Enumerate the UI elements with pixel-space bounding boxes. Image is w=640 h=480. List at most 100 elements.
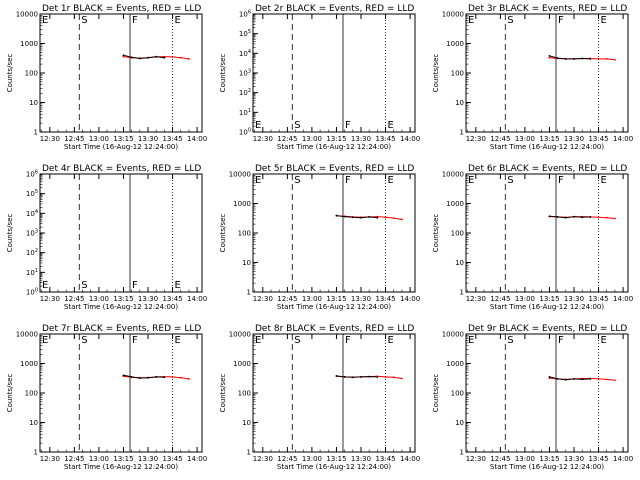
y-tick-label: 1000 <box>20 360 38 368</box>
series-lld-point <box>605 58 608 60</box>
x-axis-label: Start Time (16-Aug-12 12:24:00) <box>64 143 178 151</box>
x-tick-label: 13:15 <box>326 295 346 303</box>
marker-label: S <box>294 120 300 131</box>
x-tick-label: 13:30 <box>138 455 158 463</box>
series-events-point <box>122 374 125 377</box>
marker-label: F <box>558 335 564 346</box>
y-tick-label: 10000 <box>229 331 251 339</box>
y-tick-label: 10000 <box>442 171 464 179</box>
x-tick-label: 12:30 <box>466 135 486 143</box>
marker-label: E <box>601 15 607 26</box>
x-tick-label: 14:00 <box>187 135 207 143</box>
x-tick-label: 13:30 <box>351 455 371 463</box>
x-tick-label: 13:00 <box>515 455 535 463</box>
x-tick-label: 12:45 <box>277 295 297 303</box>
x-tick-label: 13:45 <box>375 295 395 303</box>
marker-label: F <box>345 175 351 186</box>
x-tick-label: 14:00 <box>400 455 420 463</box>
x-axis-label: Start Time (16-Aug-12 12:24:00) <box>490 303 604 311</box>
detector-panel-6: Det 6r BLACK = Events, RED = LLD 1 10 100 10… <box>432 164 633 311</box>
x-tick-label: 12:45 <box>490 135 510 143</box>
series-events-point <box>130 56 133 59</box>
x-tick-label: 12:30 <box>253 295 273 303</box>
series-events-point <box>573 215 575 218</box>
x-tick-label: 12:45 <box>64 295 84 303</box>
y-tick-label: 1 <box>247 449 251 457</box>
x-tick-label: 13:00 <box>89 455 109 463</box>
marker-label: E <box>468 175 474 186</box>
y-axis-label: Counts/sec <box>219 374 227 413</box>
series-events-point <box>581 57 584 60</box>
series-events-point <box>335 374 338 377</box>
series-lld-point <box>171 56 174 58</box>
series-events-point <box>564 216 567 219</box>
marker-label: E <box>175 280 181 291</box>
series-events-point <box>376 216 379 219</box>
series-lld-point <box>605 378 608 381</box>
series-lld-point <box>401 377 403 380</box>
y-tick-label: 10 <box>29 99 38 107</box>
x-tick-label: 13:45 <box>162 295 182 303</box>
x-axis-label: Start Time (16-Aug-12 12:24:00) <box>64 463 178 471</box>
y-tick-label: 102 <box>26 248 38 257</box>
series-events-point <box>130 376 133 378</box>
series-events-line <box>549 215 591 219</box>
plot-frame <box>252 333 416 453</box>
y-tick-label: 104 <box>239 49 251 58</box>
plot-frame <box>252 13 416 133</box>
x-tick-label: 13:00 <box>302 455 322 463</box>
y-tick-label: 100 <box>451 70 464 78</box>
x-axis-label: Start Time (16-Aug-12 12:24:00) <box>64 303 178 311</box>
x-axis-label: Start Time (16-Aug-12 12:24:00) <box>490 463 604 471</box>
y-tick-label: 106 <box>239 10 251 19</box>
series-lld-point <box>392 376 395 379</box>
x-tick-label: 13:15 <box>113 135 133 143</box>
y-tick-label: 10 <box>455 259 464 267</box>
x-tick-label: 13:15 <box>539 455 559 463</box>
x-axis-label: Start Time (16-Aug-12 12:24:00) <box>277 143 391 151</box>
x-tick-label: 13:00 <box>515 295 535 303</box>
series-lld-point <box>614 217 616 220</box>
series-events-point <box>163 376 166 379</box>
y-axis-label: Counts/sec <box>432 374 440 413</box>
marker-label: S <box>294 335 300 346</box>
series-lld-point <box>597 216 600 219</box>
detector-panel-7: Det 7r BLACK = Events, RED = LLD 1 10 100 10… <box>6 324 207 471</box>
y-tick-label: 10000 <box>229 171 251 179</box>
marker-label: E <box>468 335 474 346</box>
series-lld-point <box>614 58 616 61</box>
x-tick-label: 13:45 <box>162 455 182 463</box>
y-tick-label: 10000 <box>16 331 38 339</box>
marker-label: F <box>132 335 138 346</box>
series-lld-point <box>171 376 174 378</box>
y-tick-label: 1000 <box>233 360 251 368</box>
y-tick-label: 10 <box>455 99 464 107</box>
series-lld-point <box>188 378 190 380</box>
y-tick-label: 101 <box>26 268 38 277</box>
x-tick-label: 12:45 <box>277 455 297 463</box>
y-tick-label: 1000 <box>233 200 251 208</box>
y-axis-label: Counts/sec <box>432 54 440 93</box>
series-events-point <box>351 376 354 379</box>
series-events-point <box>368 375 371 378</box>
x-tick-label: 14:00 <box>613 135 633 143</box>
panel-title: Det 8r BLACK = Events, RED = LLD <box>255 324 414 334</box>
panel-title: Det 2r BLACK = Events, RED = LLD <box>255 4 414 14</box>
series-events-point <box>147 376 149 379</box>
series-events-point <box>335 214 338 217</box>
series-events-line <box>123 374 165 379</box>
marker-label: S <box>294 175 300 186</box>
series-events-point <box>556 216 559 218</box>
series-events-point <box>581 378 584 381</box>
marker-label: S <box>507 335 513 346</box>
marker-label: E <box>388 120 394 131</box>
x-tick-label: 12:45 <box>490 455 510 463</box>
marker-label: F <box>345 120 351 131</box>
x-axis-label: Start Time (16-Aug-12 12:24:00) <box>277 463 391 471</box>
x-tick-label: 13:30 <box>564 455 584 463</box>
series-events-point <box>138 377 141 379</box>
series-events-point <box>564 378 567 381</box>
y-tick-label: 105 <box>239 29 251 38</box>
